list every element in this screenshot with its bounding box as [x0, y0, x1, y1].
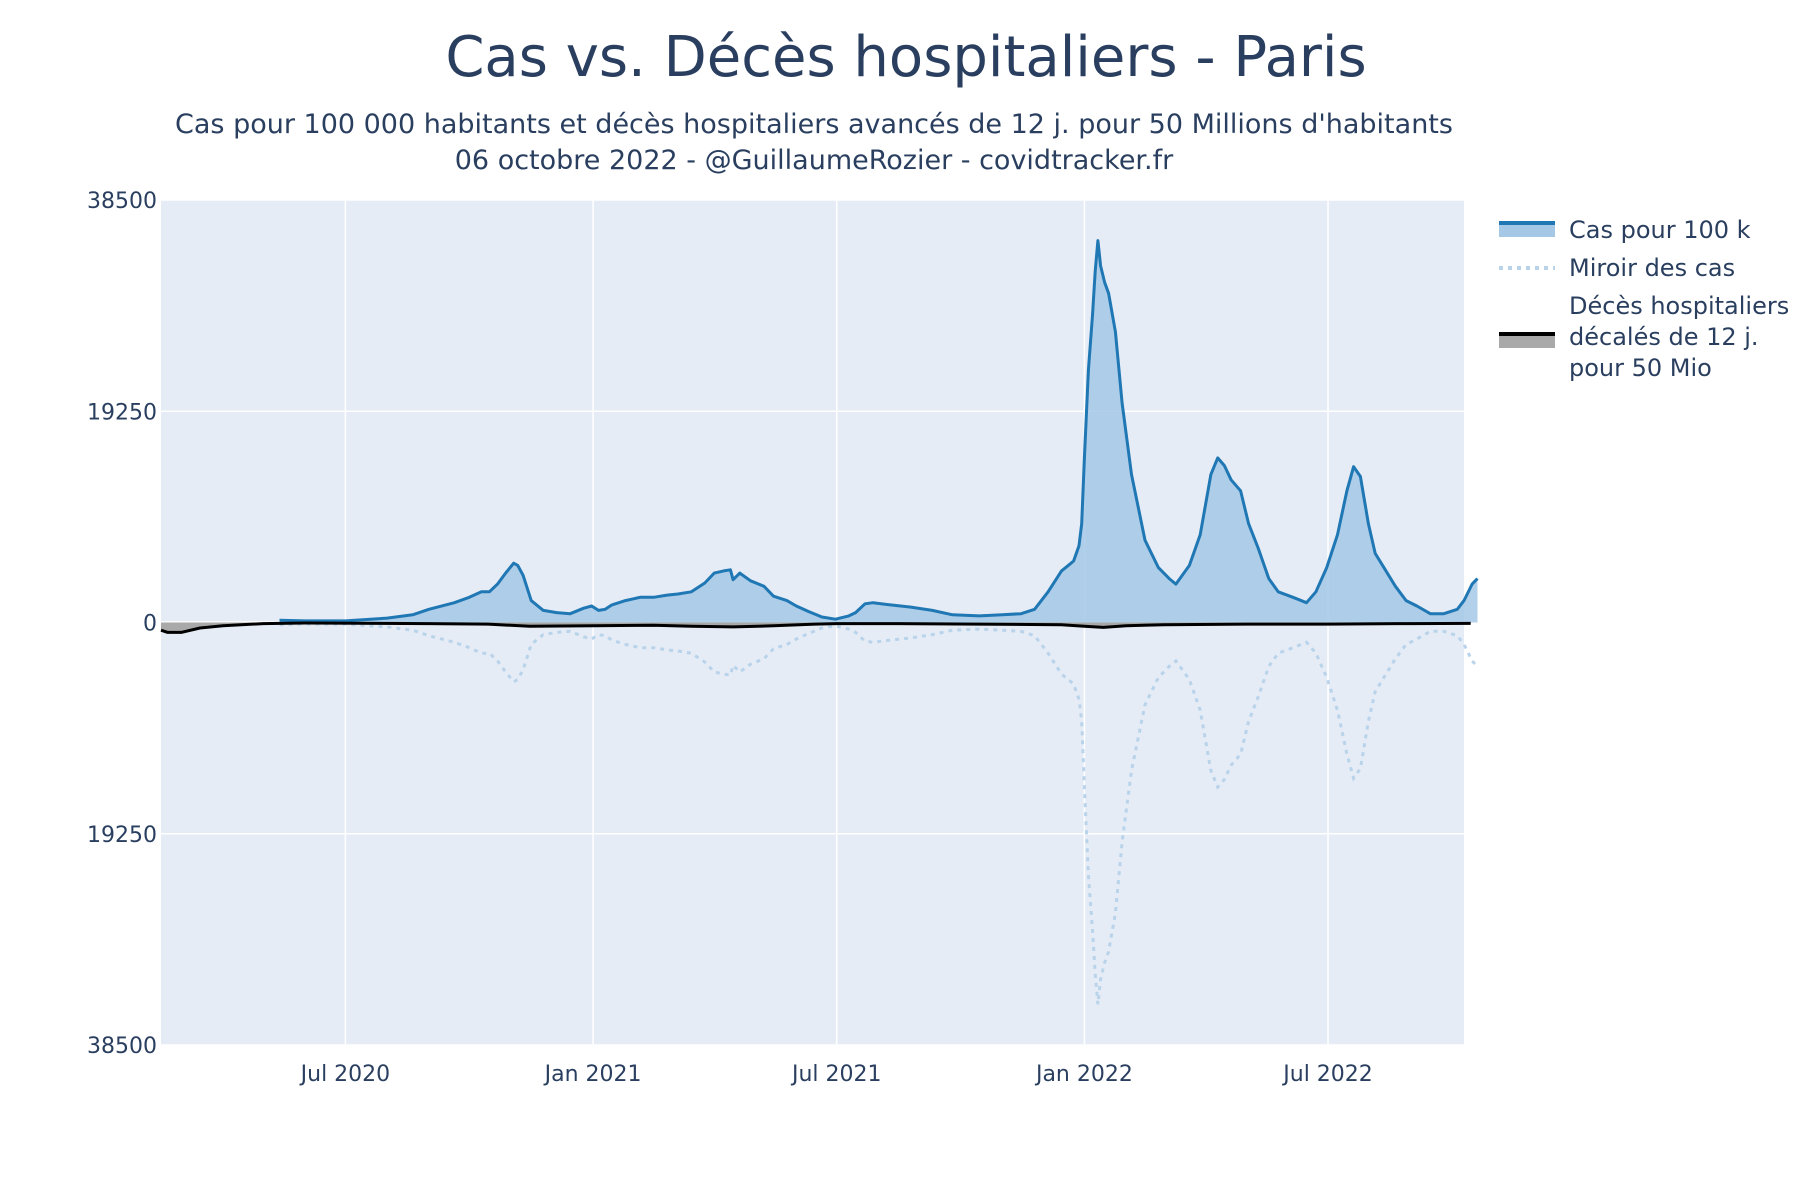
legend: Cas pour 100 k Miroir des cas Décès hospit…: [1499, 216, 1789, 382]
x-tick-label: Jan 2021: [543, 1062, 642, 1087]
legend-item: Miroir des cas: [1499, 254, 1735, 282]
chart-subtitle-line-1: Cas pour 100 000 habitants et décès hosp…: [175, 109, 1453, 140]
legend-label: pour 50 Mio: [1569, 354, 1712, 382]
x-tick-label: Jul 2020: [299, 1062, 391, 1087]
y-tick-label: 38500: [87, 1034, 157, 1059]
series-deaths-line: [160, 621, 1471, 634]
legend-label: Miroir des cas: [1569, 254, 1735, 282]
axes: 38500 19250 0 19250 38500 Jul 2020 Jan 2021 Jul…: [87, 189, 1373, 1087]
y-tick-label: 19250: [87, 400, 157, 425]
y-tick-label: 0: [143, 612, 157, 637]
legend-label: décalés de 12 j.: [1569, 323, 1759, 351]
legend-label: Cas pour 100 k: [1569, 216, 1751, 244]
series-layer: [160, 239, 1479, 1005]
y-tick-label: 19250: [87, 823, 157, 848]
legend-item: Décès hospitaliers décalés de 12 j. pour 5…: [1499, 292, 1789, 382]
chart-title: Cas vs. Décès hospitaliers - Paris: [445, 25, 1366, 90]
legend-label: Décès hospitaliers: [1569, 292, 1789, 320]
series-cases-line: [279, 239, 1479, 623]
legend-swatch: [1499, 223, 1555, 237]
x-tick-label: Jul 2022: [1281, 1062, 1373, 1087]
legend-swatch: [1499, 334, 1555, 348]
x-tick-label: Jan 2022: [1034, 1062, 1133, 1087]
y-tick-label: 38500: [87, 189, 157, 214]
legend-item: Cas pour 100 k: [1499, 216, 1751, 244]
x-tick-label: Jul 2021: [790, 1062, 882, 1087]
series-cases-area: [279, 240, 1478, 623]
series-mirror-line: [279, 622, 1479, 1005]
chart-subtitle-line-2: 06 octobre 2022 - @GuillaumeRozier - cov…: [455, 145, 1174, 176]
